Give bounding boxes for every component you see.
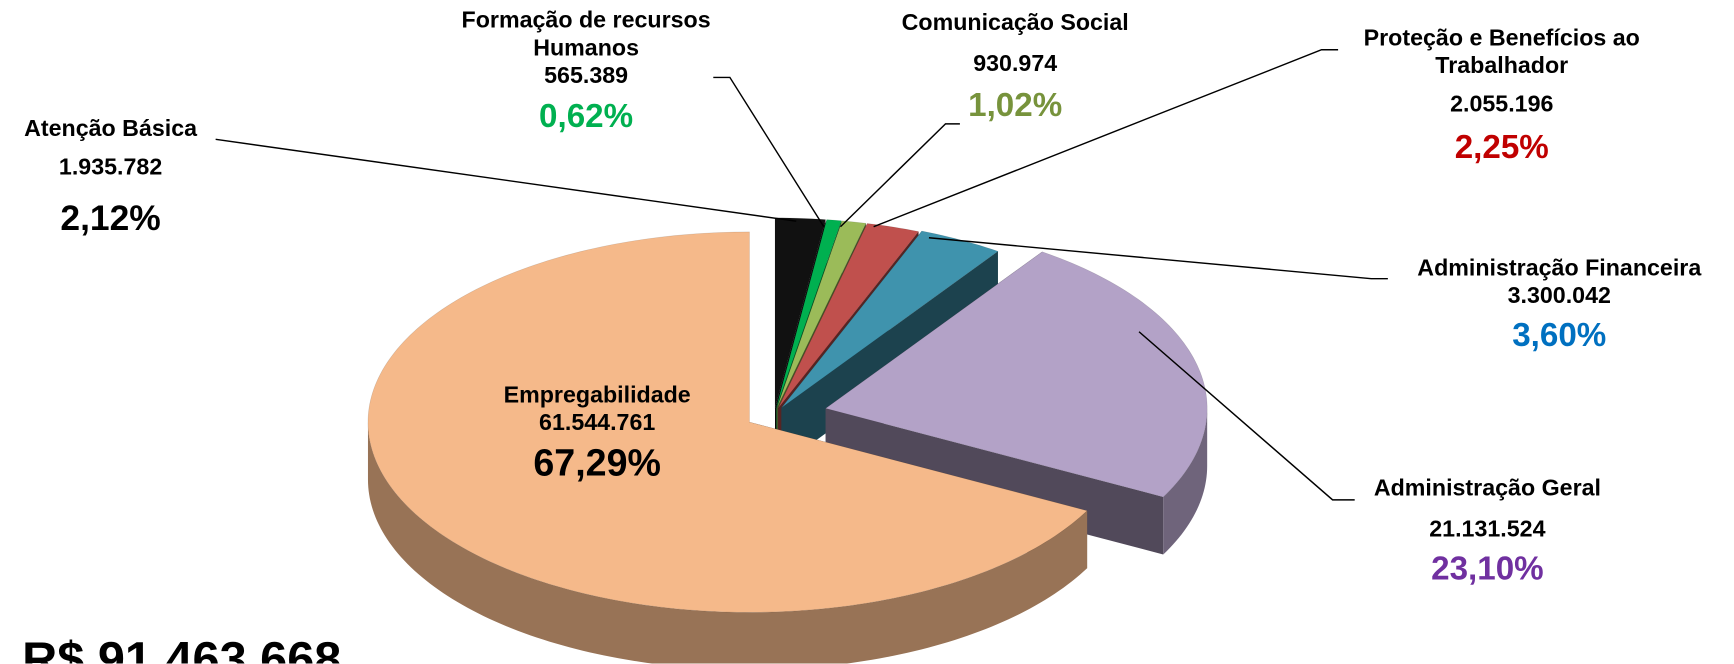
- percent-label: 67,29%: [533, 442, 661, 485]
- slice: [776, 220, 867, 409]
- leader-line: [1138, 331, 1355, 501]
- value-label: 565.389: [544, 63, 629, 89]
- category-label: Administração Financeira: [1417, 255, 1702, 281]
- slice: [775, 219, 842, 409]
- value-label: 3.300.042: [1507, 283, 1611, 309]
- total-label: R$ 91.463.668: [22, 632, 342, 664]
- percent-label: 23,10%: [1431, 551, 1544, 588]
- value-label: 21.131.524: [1429, 516, 1546, 543]
- leader-line: [873, 49, 1339, 228]
- percent-label: 0,62%: [539, 97, 634, 135]
- percent-label: 2,12%: [60, 198, 161, 239]
- slice-label: Empregabilidade 61.544.761 67,29%: [453, 382, 741, 487]
- leader-line: [839, 123, 960, 228]
- value-label: 61.544.761: [539, 410, 656, 436]
- slice-label: Administração Geral 21.131.524 23,10%: [1333, 474, 1643, 589]
- category-label: Empregabilidade: [503, 382, 691, 409]
- value-label: 1.935.782: [58, 155, 163, 181]
- percent-label: 1,02%: [968, 87, 1063, 125]
- category-label: Comunicação Social: [901, 9, 1129, 36]
- slice-label: Comunicação Social 930.974 1,02%: [849, 9, 1181, 127]
- value-label: 2.055.196: [1450, 92, 1554, 118]
- percent-label: 3,60%: [1512, 317, 1607, 355]
- slice: [367, 231, 1088, 613]
- slice-label: Formação de recursos Humanos 565.389 0,62%: [453, 7, 718, 137]
- category-label: Formação de recursos Humanos: [461, 7, 711, 62]
- category-label: Proteção e Benefícios ao Trabalhador: [1363, 25, 1640, 79]
- leader-line: [928, 237, 1388, 280]
- category-label: Atenção Básica: [24, 116, 198, 142]
- slice-wall: [1163, 408, 1208, 555]
- slice: [825, 251, 1208, 498]
- slice-label: Administração Financeira 3.300.042 3,60%: [1377, 254, 1734, 356]
- percent-label: 2,25%: [1454, 128, 1549, 166]
- slice: [777, 223, 920, 409]
- leader-line: [215, 138, 797, 222]
- slice-wall: [367, 422, 1088, 664]
- category-label: Administração Geral: [1373, 475, 1601, 501]
- slice-label: Atenção Básica 1.935.782 2,12%: [0, 115, 232, 240]
- value-label: 930.974: [973, 51, 1058, 77]
- leader-line: [713, 76, 825, 228]
- slice: [774, 217, 826, 409]
- slice-label: Proteção e Benefícios ao Trabalhador 2.05…: [1325, 24, 1679, 167]
